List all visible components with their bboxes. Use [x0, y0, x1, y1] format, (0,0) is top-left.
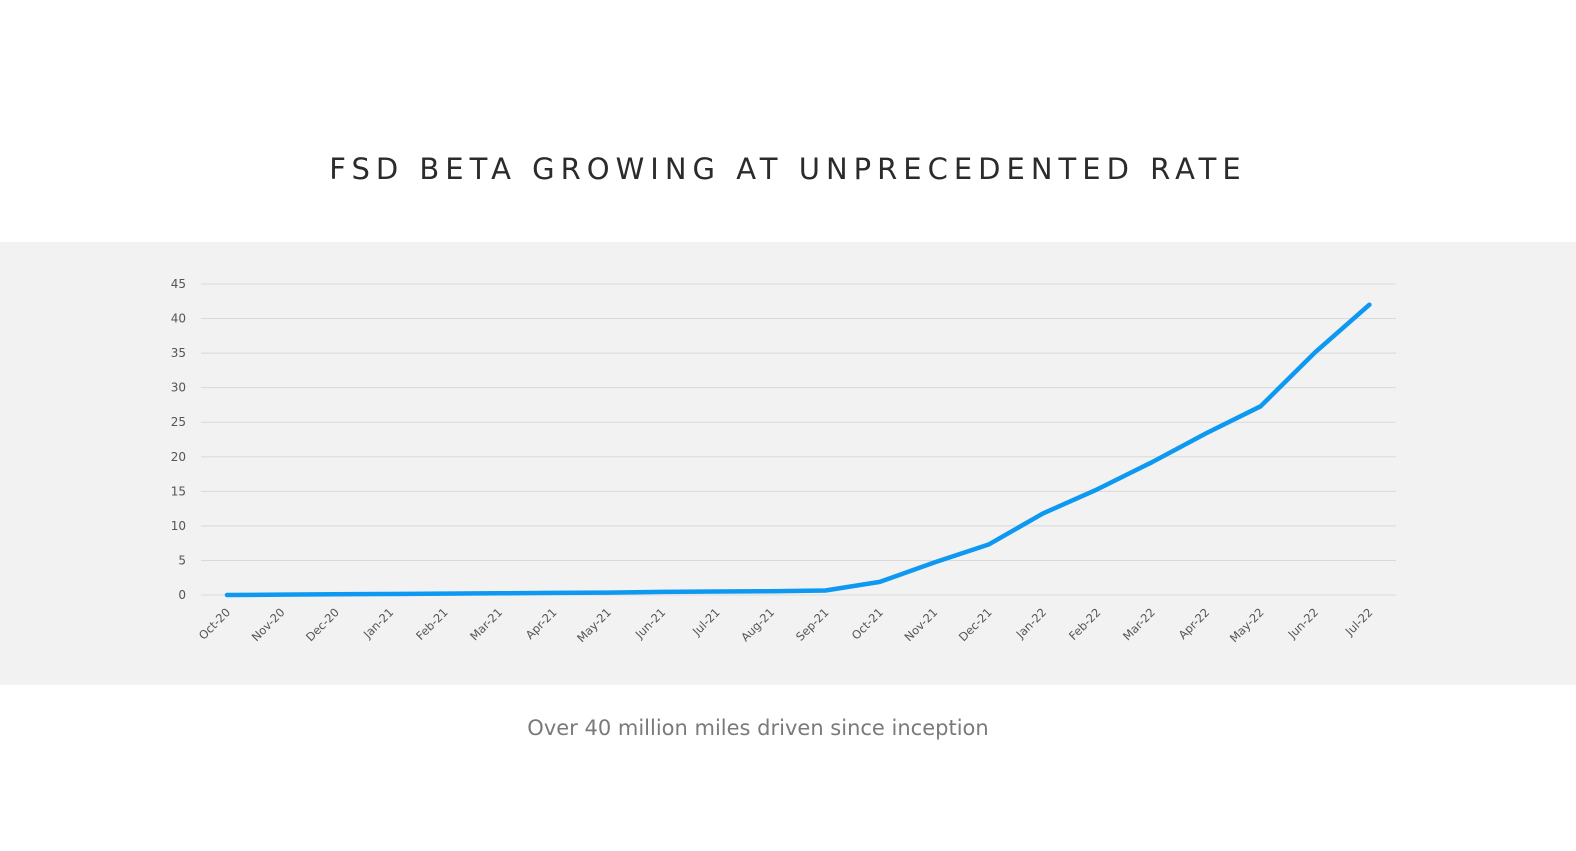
data-point [497, 591, 501, 595]
x-tick-label: May-22 [1227, 605, 1267, 645]
x-tick-label: Mar-21 [467, 605, 505, 643]
data-point [1041, 511, 1045, 515]
data-point [279, 593, 283, 597]
data-point [878, 580, 882, 584]
data-point [769, 589, 773, 593]
x-tick-label: Feb-22 [1066, 605, 1104, 643]
x-tick-label: Jun-21 [632, 605, 669, 642]
x-tick-label: Dec-21 [956, 605, 995, 644]
data-point [1095, 487, 1099, 491]
gridlines [201, 283, 1396, 596]
series-line [224, 302, 1372, 598]
data-point [551, 591, 555, 595]
x-tick-label: Nov-20 [249, 605, 288, 644]
data-point [932, 561, 936, 565]
data-point [1204, 431, 1208, 435]
x-axis-tick-labels: Oct-20 Nov-20 Dec-20 Jan-21 Feb-21 Mar-21 Apr-… [196, 605, 1376, 645]
x-tick-label: Dec-20 [303, 605, 342, 644]
x-tick-label: Jul-21 [689, 605, 723, 639]
x-tick-label: Jul-22 [1342, 605, 1376, 639]
x-tick-label: Nov-21 [901, 605, 940, 644]
data-point [388, 592, 392, 596]
y-tick-label: 25 [171, 415, 186, 429]
data-point [606, 591, 610, 595]
y-axis-tick-labels: 0 5 10 15 20 25 30 35 40 45 [171, 277, 186, 602]
line-chart: 0 5 10 15 20 25 30 35 40 45 Oct-20 Nov-20 Dec-20 Jan… [171, 277, 1396, 645]
caption: Over 40 million miles driven since incep… [527, 716, 989, 740]
chart-area: 0 5 10 15 20 25 30 35 40 45 Oct-20 Nov-20 Dec-20 Jan… [0, 242, 1576, 685]
data-point [1259, 404, 1263, 408]
data-point [334, 592, 338, 596]
page-title: FSD BETA GROWING AT UNPRECEDENTED RATE [329, 152, 1247, 186]
x-tick-label: Jun-22 [1285, 605, 1322, 642]
y-tick-label: 15 [171, 484, 186, 498]
y-tick-label: 40 [171, 312, 186, 326]
y-tick-label: 35 [171, 346, 186, 360]
data-point [660, 590, 664, 594]
data-point [823, 589, 827, 593]
data-point [1313, 350, 1317, 354]
x-tick-label: May-21 [574, 605, 614, 645]
y-tick-label: 20 [171, 450, 186, 464]
x-tick-label: Mar-22 [1120, 605, 1158, 643]
y-tick-label: 30 [171, 381, 186, 395]
data-point [225, 593, 229, 597]
y-tick-label: 5 [178, 553, 186, 567]
data-point [1150, 460, 1154, 464]
series-layer [224, 302, 1372, 598]
data-point [1367, 303, 1371, 307]
y-tick-label: 10 [171, 519, 186, 533]
data-point [715, 590, 719, 594]
x-tick-label: Jan-21 [360, 605, 396, 641]
data-point [987, 543, 991, 547]
x-tick-label: Sep-21 [793, 605, 832, 644]
y-tick-label: 45 [171, 277, 186, 291]
x-tick-label: Oct-20 [196, 605, 233, 642]
x-tick-label: Jan-22 [1013, 605, 1049, 641]
data-point [443, 592, 447, 596]
x-tick-label: Feb-21 [413, 605, 451, 643]
x-tick-label: Apr-22 [1176, 605, 1213, 642]
y-tick-label: 0 [178, 588, 186, 602]
x-tick-label: Oct-21 [849, 605, 886, 642]
x-tick-label: Aug-21 [738, 605, 777, 644]
x-tick-label: Apr-21 [523, 605, 560, 642]
